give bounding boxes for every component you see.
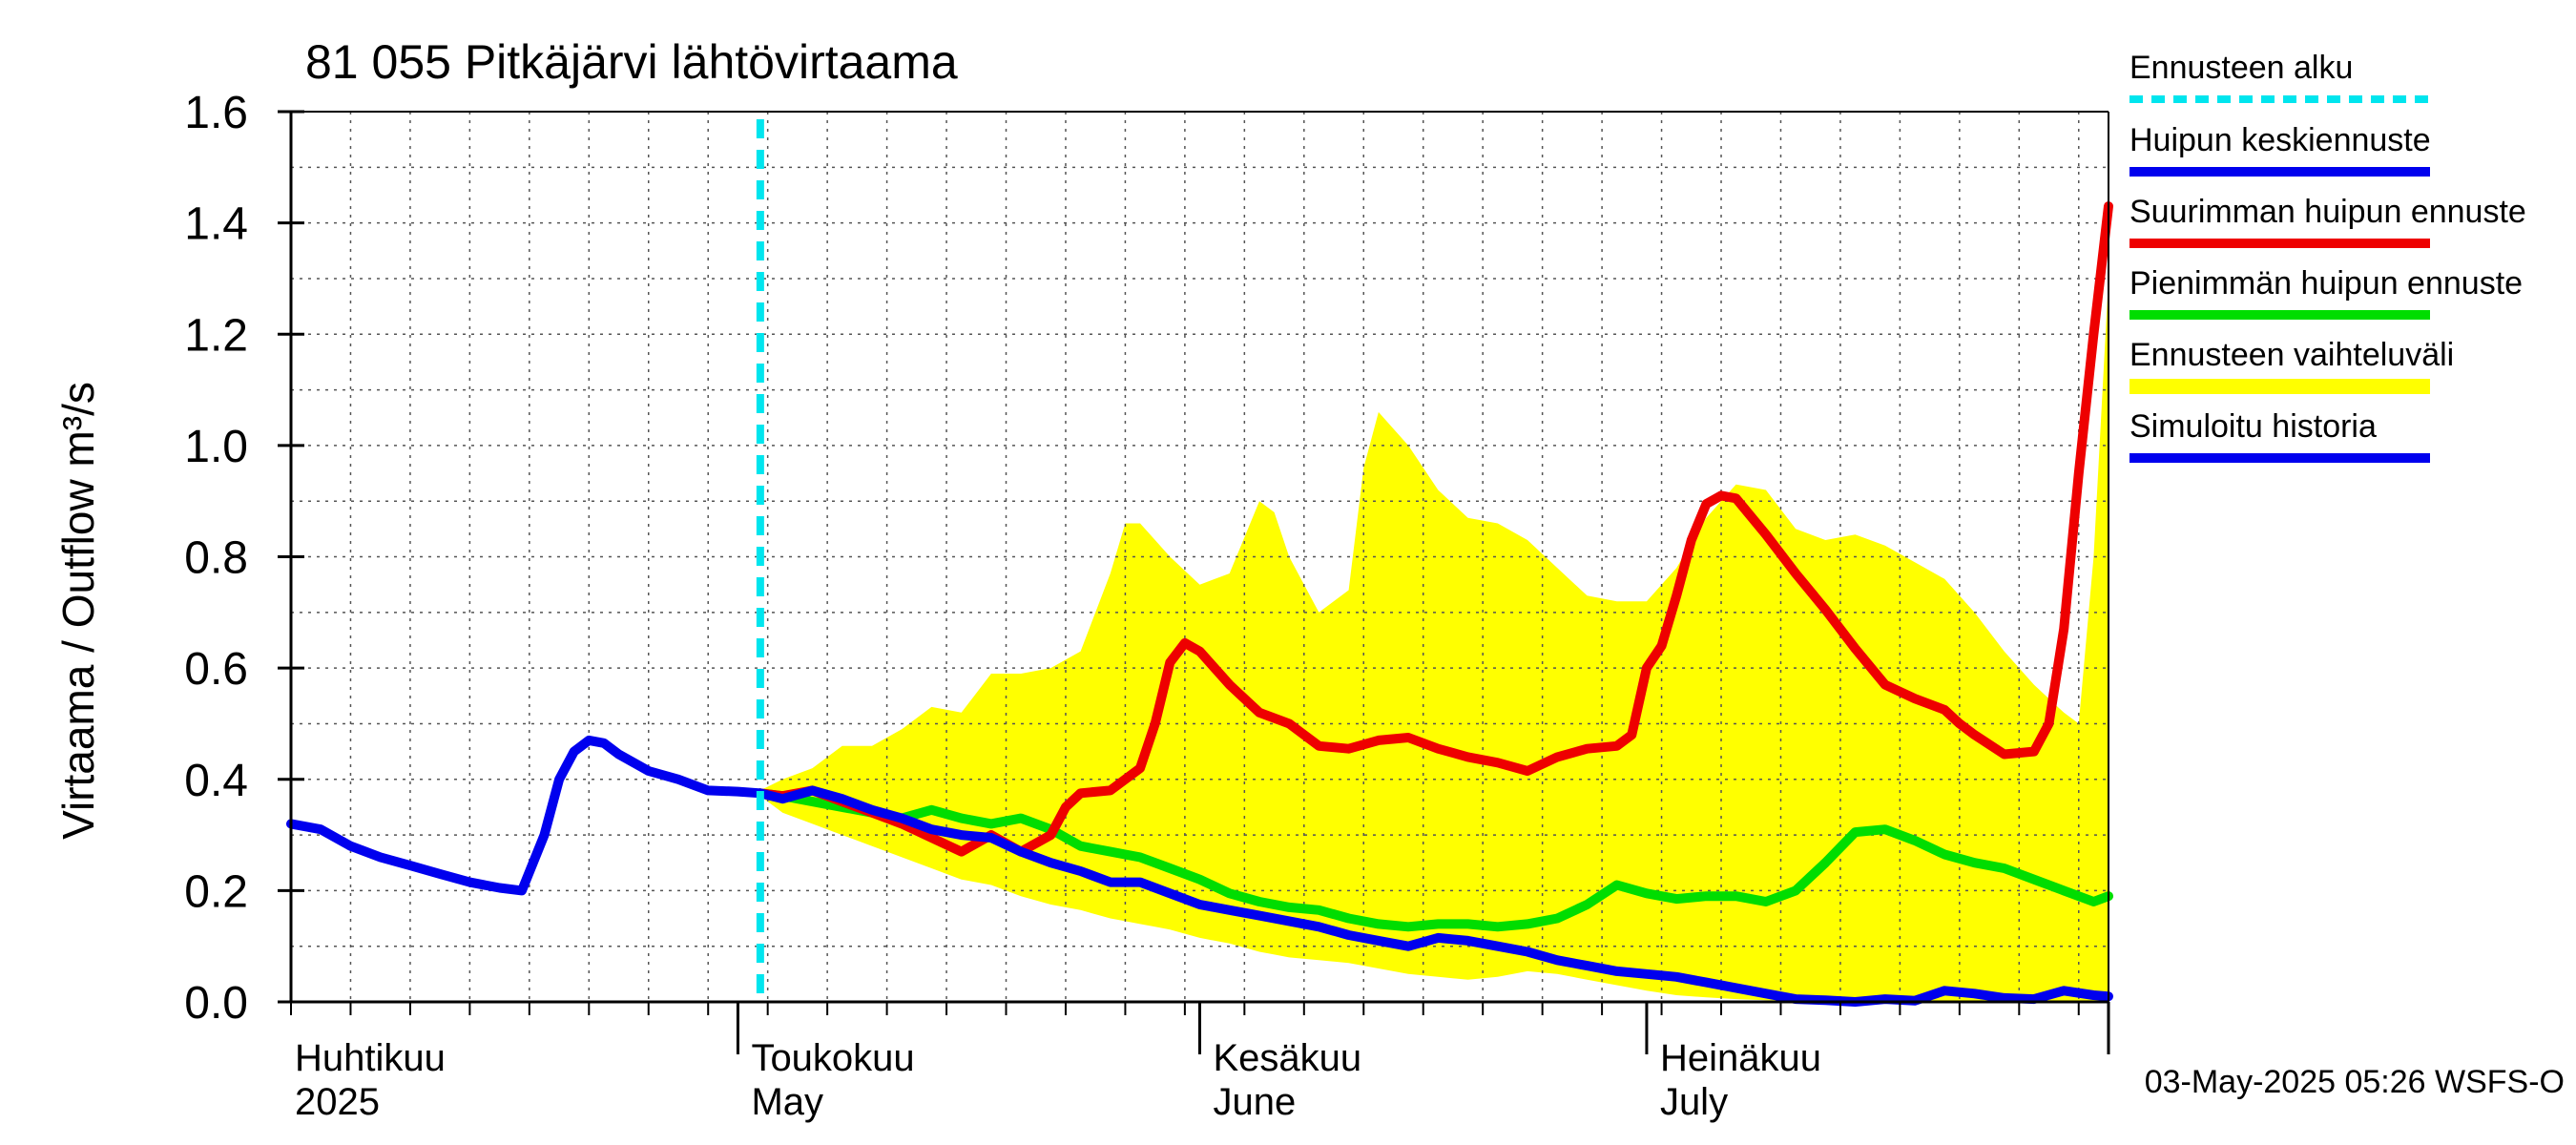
y-tick-label: 0.4 bbox=[184, 756, 248, 806]
y-axis-label: Virtaama / Outflow m³/s bbox=[53, 382, 103, 840]
month-label-fi: Huhtikuu bbox=[295, 1037, 446, 1079]
legend: Ennusteen alku Huipun keskiennuste Suurimm… bbox=[2129, 50, 2526, 463]
y-tick-label: 1.4 bbox=[184, 199, 248, 250]
month-label-en: 2025 bbox=[295, 1081, 380, 1123]
legend-label: Ennusteen vaihteluväli bbox=[2129, 337, 2454, 373]
month-label-en: July bbox=[1660, 1081, 1728, 1123]
y-tick-label: 1.0 bbox=[184, 422, 248, 472]
y-tick-label: 0.8 bbox=[184, 533, 248, 584]
y-tick-label: 0.2 bbox=[184, 866, 248, 917]
legend-label: Pienimmän huipun ennuste bbox=[2129, 265, 2523, 302]
month-label-fi: Kesäkuu bbox=[1214, 1037, 1362, 1079]
series-lines bbox=[286, 201, 2113, 1007]
y-tick-label: 1.2 bbox=[184, 310, 248, 361]
y-tick-label: 0.0 bbox=[184, 978, 248, 1029]
timestamp: 03-May-2025 05:26 WSFS-O bbox=[2145, 1064, 2565, 1100]
month-label-fi: Toukokuu bbox=[751, 1037, 914, 1079]
grid bbox=[291, 112, 2109, 1002]
month-label-fi: Heinäkuu bbox=[1660, 1037, 1821, 1079]
forecast-range-area bbox=[759, 278, 2109, 1001]
mean-peak-forecast-line bbox=[755, 785, 2113, 1007]
y-tick-label: 1.6 bbox=[184, 88, 248, 138]
forecast-range-band bbox=[759, 278, 2109, 1001]
month-label-en: May bbox=[751, 1081, 823, 1123]
simulated-history-line bbox=[286, 735, 765, 896]
min-peak-forecast-line bbox=[755, 788, 2113, 932]
legend-swatch-range bbox=[2129, 379, 2430, 394]
legend-label: Huipun keskiennuste bbox=[2129, 122, 2431, 158]
legend-label: Ennusteen alku bbox=[2129, 50, 2353, 86]
legend-label: Simuloitu historia bbox=[2129, 408, 2377, 445]
y-tick-label: 0.6 bbox=[184, 644, 248, 695]
max-peak-forecast-line bbox=[755, 201, 2113, 857]
legend-label: Suurimman huipun ennuste bbox=[2129, 194, 2526, 230]
month-label-en: June bbox=[1214, 1081, 1297, 1123]
chart-title: 81 055 Pitkäjärvi lähtövirtaama bbox=[305, 35, 958, 89]
